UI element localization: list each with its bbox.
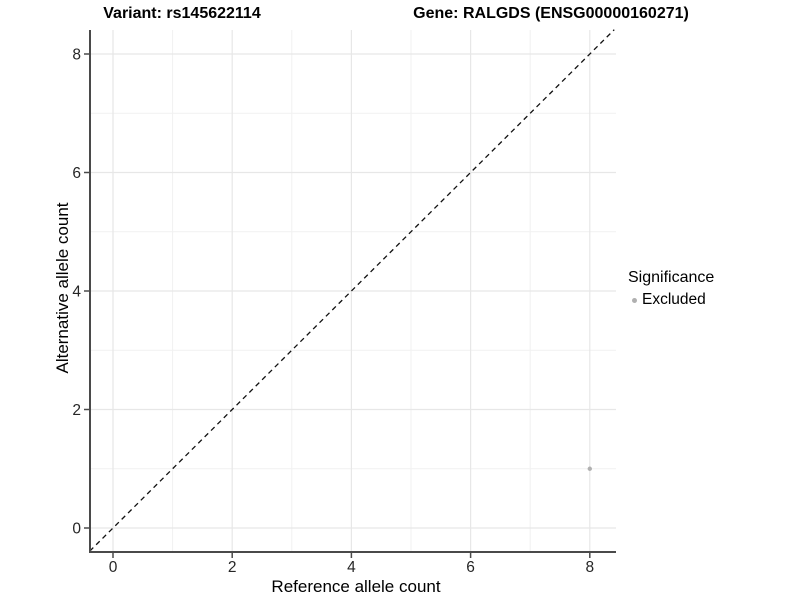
legend-item-label: Excluded <box>642 291 706 308</box>
y-tick-label: 8 <box>72 47 81 64</box>
x-tick-label: 4 <box>347 559 356 576</box>
gene-title: Gene: RALGDS (ENSG00000160271) <box>413 5 689 22</box>
legend: Significance Excluded <box>628 268 714 309</box>
variant-title: Variant: rs145622114 <box>103 5 261 22</box>
x-tick-label: 0 <box>109 559 118 576</box>
x-tick-label: 2 <box>228 559 237 576</box>
y-tick-label: 0 <box>72 521 81 538</box>
y-tick-label: 4 <box>72 284 81 301</box>
legend-item-excluded: Excluded <box>628 291 714 309</box>
legend-title: Significance <box>628 269 715 286</box>
identity-dashed-line <box>89 29 615 552</box>
x-axis-title: Reference allele count <box>271 577 441 596</box>
x-tick-label: 8 <box>585 559 594 576</box>
x-tick-label: 6 <box>466 559 475 576</box>
y-tick-label: 2 <box>72 402 81 419</box>
data-point <box>587 466 592 471</box>
excluded-dot-icon <box>632 297 637 303</box>
y-tick-label: 6 <box>72 165 81 182</box>
